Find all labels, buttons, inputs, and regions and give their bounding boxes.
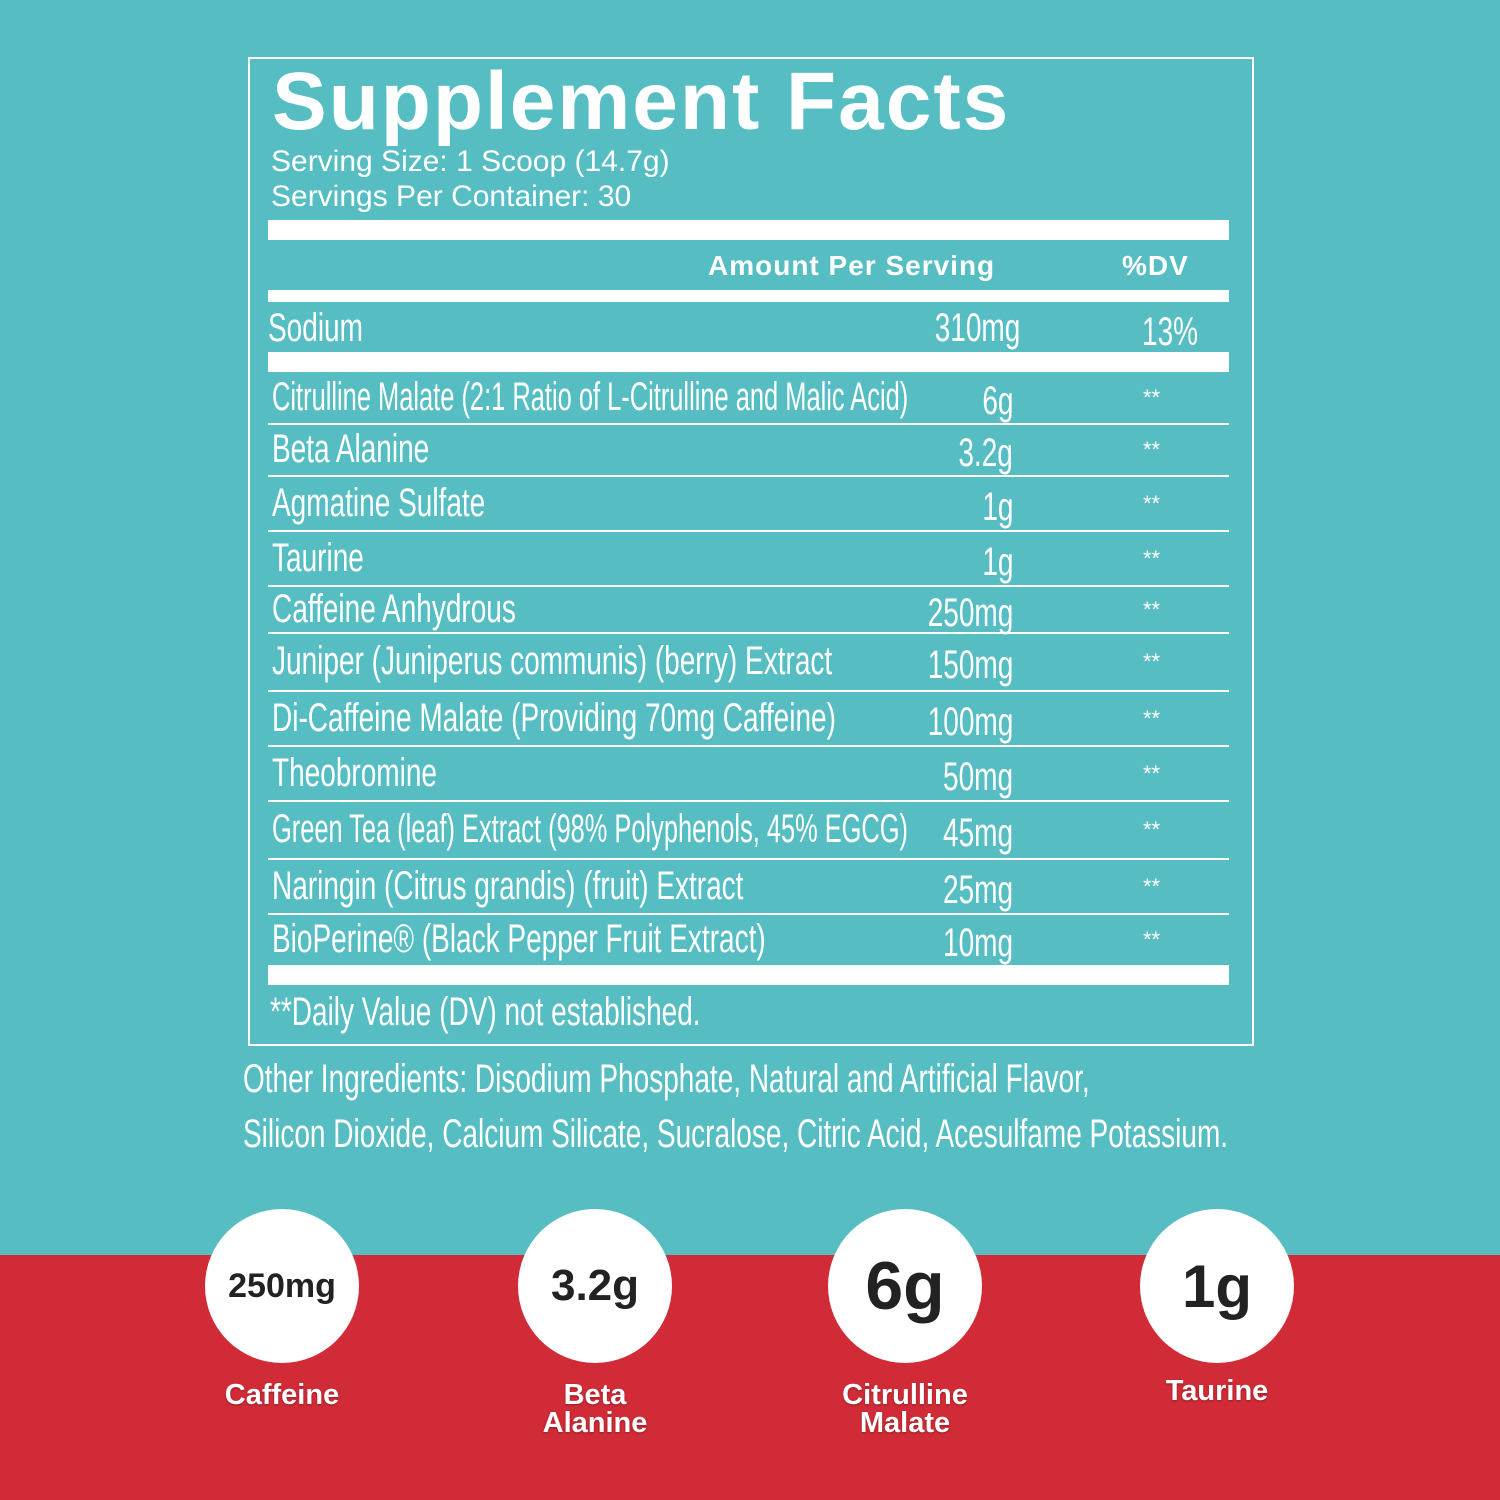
servings-per-container: Servings Per Container: 30 xyxy=(271,180,632,213)
highlight-value: 3.2g xyxy=(550,1261,640,1310)
ingredient-dv: ** xyxy=(1143,926,1161,952)
thick-divider xyxy=(268,352,1229,372)
ingredient-name: Di-Caffeine Malate (Providing 70mg Caffe… xyxy=(272,695,836,740)
ingredient-dv: ** xyxy=(1143,649,1161,674)
ingredient-name: Taurine xyxy=(272,535,364,580)
ingredient-dv: ** xyxy=(1143,760,1161,786)
row-separator xyxy=(268,632,1229,634)
ingredient-amount: 6g xyxy=(981,379,1013,423)
ingredient-dv: ** xyxy=(1143,437,1161,462)
ingredient-amount: 250mg xyxy=(927,590,1013,635)
ingredient-name: Naringin (Citrus grandis) (fruit) Extrac… xyxy=(272,863,744,908)
ingredient-dv: ** xyxy=(1143,705,1161,731)
header-dv: %DV xyxy=(1122,250,1189,281)
highlight-label: Citrulline Malate xyxy=(842,1379,968,1439)
highlight-label: Caffeine xyxy=(224,1379,340,1411)
highlight-circle: 3.2g xyxy=(518,1209,672,1363)
highlight-label: Beta Alanine xyxy=(542,1379,648,1439)
ingredient-amount: 50mg xyxy=(942,754,1013,799)
ingredient-amount: 10mg xyxy=(942,920,1013,965)
ingredient-amount: 150mg xyxy=(927,643,1013,687)
ingredient-name: BioPerine® (Black Pepper Fruit Extract) xyxy=(272,916,766,961)
sodium-name: Sodium xyxy=(268,306,363,350)
ingredient-name: Beta Alanine xyxy=(272,427,430,471)
ingredient-name: Agmatine Sulfate xyxy=(272,480,486,525)
serving-size: Serving Size: 1 Scoop (14.7g) xyxy=(271,145,670,178)
ingredient-amount: 45mg xyxy=(942,811,1013,855)
header-amount: Amount Per Serving xyxy=(708,250,996,281)
ingredient-name: Theobromine xyxy=(272,750,437,795)
row-separator xyxy=(268,475,1229,477)
row-separator xyxy=(268,858,1229,860)
row-separator xyxy=(268,423,1229,425)
supplement-facts-box xyxy=(248,57,1254,1046)
row-separator xyxy=(268,913,1229,915)
ingredient-dv: ** xyxy=(1143,385,1161,410)
ingredient-dv: ** xyxy=(1143,490,1161,516)
ingredient-dv: ** xyxy=(1143,596,1161,622)
divider xyxy=(268,290,1229,302)
row-separator xyxy=(268,530,1229,532)
ingredient-dv: ** xyxy=(1143,817,1161,842)
ingredient-amount: 1g xyxy=(981,484,1013,529)
other-ingredients-line1: Other Ingredients: Disodium Phosphate, N… xyxy=(243,1057,1090,1101)
row-separator xyxy=(268,745,1229,747)
ingredient-name: Citrulline Malate (2:1 Ratio of L-Citrul… xyxy=(272,375,909,419)
highlight-circle: 6g xyxy=(828,1209,982,1363)
highlight-circle: 1g xyxy=(1140,1209,1294,1363)
highlight-circle: 250mg xyxy=(205,1209,359,1363)
label-title: Supplement Facts xyxy=(272,56,1011,147)
thick-divider xyxy=(268,965,1229,985)
footnote: **Daily Value (DV) not established. xyxy=(270,990,701,1034)
highlight-value: 1g xyxy=(1181,1252,1253,1320)
ingredient-amount: 25mg xyxy=(942,867,1013,912)
ingredient-dv: ** xyxy=(1143,545,1161,571)
highlight-label: Taurine xyxy=(1165,1375,1269,1407)
ingredient-amount: 1g xyxy=(981,539,1013,584)
ingredient-name: Juniper (Juniperus communis) (berry) Ext… xyxy=(272,639,833,683)
ingredient-amount: 100mg xyxy=(927,699,1013,744)
sodium-dv: 13% xyxy=(1142,310,1199,354)
highlight-value: 250mg xyxy=(228,1266,336,1305)
ingredient-name: Caffeine Anhydrous xyxy=(272,586,516,631)
thick-divider xyxy=(268,220,1229,240)
highlight-value: 6g xyxy=(865,1248,945,1324)
row-separator xyxy=(268,800,1229,802)
other-ingredients-line2: Silicon Dioxide, Calcium Silicate, Sucra… xyxy=(243,1112,1229,1156)
sodium-amount: 310mg xyxy=(934,306,1020,350)
ingredient-name: Green Tea (leaf) Extract (98% Polyphenol… xyxy=(272,807,908,851)
row-separator xyxy=(268,690,1229,692)
ingredient-dv: ** xyxy=(1143,873,1161,899)
ingredient-amount: 3.2g xyxy=(958,431,1013,475)
row-separator xyxy=(268,585,1229,587)
